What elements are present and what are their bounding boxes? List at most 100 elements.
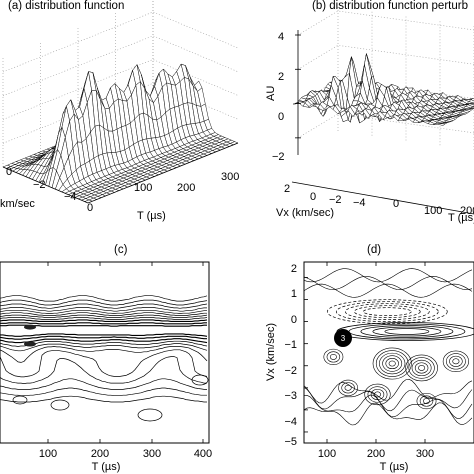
panel-a-title: (a) distribution function: [8, 0, 124, 12]
panel-d-contour-negative: [335, 301, 439, 323]
panel-c-contour: [0, 317, 208, 320]
panel-d-contour: [419, 395, 434, 407]
panel-d-xtick-2: 300: [416, 448, 434, 460]
panel-a-gridline: [2, 11, 239, 73]
panel-b-ztick-2: 0: [278, 111, 284, 123]
panel-c-contour: [0, 314, 208, 318]
panel-d-contour: [370, 388, 385, 400]
panel-c-contour: [0, 333, 208, 337]
panel-c-contour: [0, 312, 207, 316]
panel-d: (d) 2 1 0 −1 −2 −3 −4 −5 Vx (km/sec) 100…: [265, 244, 474, 473]
panel-c-contour: [12, 395, 28, 405]
panel-c-contour: [0, 395, 207, 403]
panel-d-contour: [388, 360, 396, 367]
panel-a-xlabel: T (µs): [137, 210, 166, 222]
panel-c-title: (c): [114, 244, 128, 256]
panel-c-contour: [0, 307, 207, 312]
panel-c-contour: [0, 319, 208, 322]
panel-d-ytick-5: −3: [284, 390, 297, 402]
panel-a-ytick-1: −2: [33, 179, 46, 191]
panel-b-surface: [292, 53, 474, 126]
panel-c-contour: [50, 399, 70, 411]
panel-b-xlabel: T (µs): [448, 212, 474, 224]
panel-b-base-axis: [291, 181, 474, 215]
panel-c-xlabel: T (µs): [92, 461, 121, 473]
panel-b-ztick-1: 2: [278, 71, 284, 83]
panel-d-ytick-4: −2: [284, 365, 297, 377]
panel-d-ytick-6: −4: [284, 416, 297, 428]
panel-d-contour: [449, 355, 463, 367]
panel-d-contour: [326, 351, 341, 363]
panel-a-ytick-0: 0: [6, 166, 12, 178]
panel-d-contour: [385, 358, 399, 370]
panel-c-contour: [0, 356, 207, 384]
panel-b-xtick-2: 200: [460, 205, 474, 217]
panel-d-ytick-2: 0: [291, 314, 297, 326]
panel-a-surface: [2, 63, 239, 204]
panel-a-ytick-2: −4: [64, 191, 77, 203]
panel-d-contour: [452, 358, 460, 365]
panel-d-contour: [360, 325, 454, 338]
panel-d-contour: [414, 362, 429, 374]
panel-c-peak: [24, 324, 36, 330]
panel-d-contour: [303, 283, 473, 298]
panel-c-contour: [0, 338, 208, 344]
panel-a-xtick-3: 300: [221, 171, 239, 183]
panel-d-contour: [372, 347, 412, 380]
panel-c-peak: [24, 341, 36, 347]
panel-c-contour: [0, 309, 208, 314]
panel-b-mesh-cell: [469, 106, 474, 109]
panel-d-contour: [303, 275, 473, 290]
panel-d-xtick-1: 200: [367, 448, 385, 460]
panel-b-zlabel: AU: [265, 86, 277, 101]
panel-a-xtick-2: 200: [177, 182, 195, 194]
panel-d-ytick-7: −5: [284, 436, 297, 448]
panel-c-contour: [0, 335, 207, 340]
panel-c-contour: [0, 299, 208, 306]
panel-d-contour: [341, 382, 355, 394]
panel-d-ytick-3: −1: [284, 339, 297, 351]
panel-a-axis: [2, 142, 239, 204]
panel-b-ztick-0: 4: [278, 31, 284, 43]
panel-d-contour: [329, 354, 337, 360]
panel-d-contour: [416, 392, 437, 410]
panel-d-contour: [338, 379, 359, 396]
panel-d-frame: [303, 261, 474, 444]
panel-d-contour: [382, 355, 403, 372]
panel-d-contour: [408, 357, 435, 379]
panel-d-contour: [348, 323, 466, 340]
panel-b-mesh-cell: [470, 98, 474, 102]
panel-d-xtick-0: 100: [318, 448, 336, 460]
panel-d-contour: [364, 383, 391, 406]
panel-c-contour: [0, 349, 208, 378]
panel-d-contour: [422, 398, 430, 404]
panel-c-contour: [191, 374, 209, 386]
panel-b-mesh-cell: [437, 123, 446, 126]
panel-b-ytick-0: 2: [284, 183, 290, 195]
panel-d-contour: [303, 394, 473, 419]
panel-d-contour: [418, 365, 426, 371]
panel-d-plot: [303, 268, 474, 426]
panel-d-ticks: [304, 262, 426, 443]
panel-c-contour: [0, 346, 208, 363]
panel-b-xtick-0: 0: [393, 198, 399, 210]
panel-c-contour: [0, 387, 207, 397]
panel-a-xtick-0: 0: [87, 202, 93, 214]
panel-d-contour: [375, 350, 409, 377]
panel-b-gridline: [297, 113, 474, 139]
panel-a-xtick-1: 100: [134, 182, 152, 194]
panel-d-contour: [303, 387, 473, 412]
panel-d-contour: [442, 350, 470, 373]
panel-d-contour: [384, 328, 430, 335]
panel-c-contour: [0, 322, 207, 325]
panel-c-contour: [0, 378, 207, 390]
panel-d-ylabel: Vx (km/sec): [265, 323, 277, 381]
panel-b-axes: [291, 30, 474, 215]
panel-d-title: (d): [367, 244, 381, 256]
panel-d-contour: [367, 386, 388, 403]
panel-d-contour: [445, 353, 466, 370]
panel-b-ytick-1: 0: [310, 191, 316, 203]
panel-c-xtick-1: 200: [91, 448, 109, 460]
panel-d-contour: [344, 384, 352, 391]
